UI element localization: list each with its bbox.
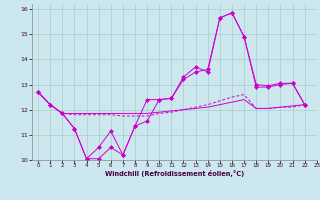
X-axis label: Windchill (Refroidissement éolien,°C): Windchill (Refroidissement éolien,°C) <box>105 170 244 177</box>
